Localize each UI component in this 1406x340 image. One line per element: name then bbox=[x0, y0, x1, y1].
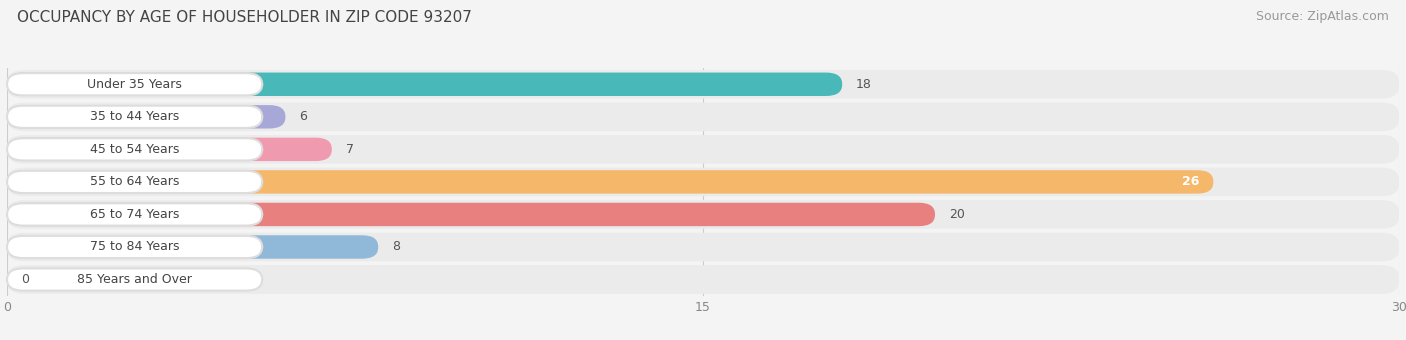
FancyBboxPatch shape bbox=[7, 171, 262, 193]
Text: 75 to 84 Years: 75 to 84 Years bbox=[90, 240, 180, 254]
FancyBboxPatch shape bbox=[7, 265, 1399, 294]
Text: 7: 7 bbox=[346, 143, 354, 156]
FancyBboxPatch shape bbox=[7, 203, 935, 226]
Text: 35 to 44 Years: 35 to 44 Years bbox=[90, 110, 179, 123]
FancyBboxPatch shape bbox=[7, 235, 378, 259]
Text: Source: ZipAtlas.com: Source: ZipAtlas.com bbox=[1256, 10, 1389, 23]
Text: 0: 0 bbox=[21, 273, 30, 286]
FancyBboxPatch shape bbox=[7, 203, 262, 225]
FancyBboxPatch shape bbox=[7, 268, 262, 291]
Text: 18: 18 bbox=[856, 78, 872, 91]
FancyBboxPatch shape bbox=[7, 170, 1213, 193]
Text: 85 Years and Over: 85 Years and Over bbox=[77, 273, 193, 286]
FancyBboxPatch shape bbox=[7, 105, 285, 129]
Text: 65 to 74 Years: 65 to 74 Years bbox=[90, 208, 180, 221]
FancyBboxPatch shape bbox=[7, 168, 1399, 196]
Text: 45 to 54 Years: 45 to 54 Years bbox=[90, 143, 180, 156]
FancyBboxPatch shape bbox=[7, 233, 1399, 261]
FancyBboxPatch shape bbox=[7, 138, 332, 161]
FancyBboxPatch shape bbox=[7, 106, 262, 128]
FancyBboxPatch shape bbox=[7, 72, 842, 96]
Text: 55 to 64 Years: 55 to 64 Years bbox=[90, 175, 180, 188]
Text: 8: 8 bbox=[392, 240, 401, 254]
FancyBboxPatch shape bbox=[7, 70, 1399, 99]
FancyBboxPatch shape bbox=[7, 135, 1399, 164]
Text: OCCUPANCY BY AGE OF HOUSEHOLDER IN ZIP CODE 93207: OCCUPANCY BY AGE OF HOUSEHOLDER IN ZIP C… bbox=[17, 10, 472, 25]
FancyBboxPatch shape bbox=[7, 102, 1399, 131]
Text: Under 35 Years: Under 35 Years bbox=[87, 78, 181, 91]
FancyBboxPatch shape bbox=[7, 73, 262, 96]
Text: 26: 26 bbox=[1182, 175, 1199, 188]
Text: 20: 20 bbox=[949, 208, 965, 221]
Text: 6: 6 bbox=[299, 110, 308, 123]
FancyBboxPatch shape bbox=[7, 138, 262, 160]
FancyBboxPatch shape bbox=[7, 236, 262, 258]
FancyBboxPatch shape bbox=[7, 200, 1399, 229]
